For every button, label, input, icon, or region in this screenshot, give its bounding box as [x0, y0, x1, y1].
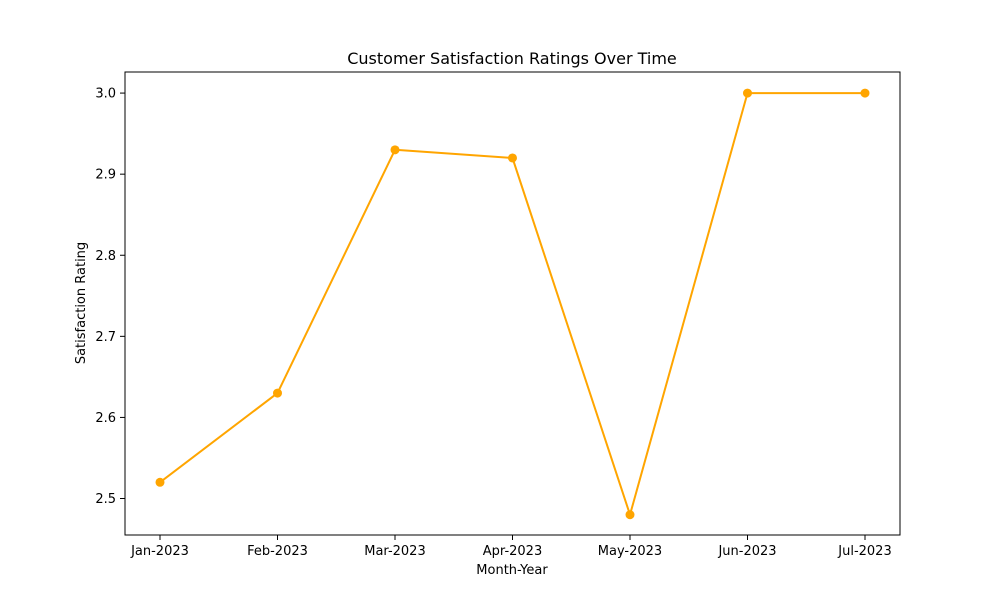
y-tick-label: 2.8: [95, 249, 116, 264]
data-point: [626, 510, 635, 519]
x-tick-label: Mar-2023: [364, 544, 425, 559]
x-axis: Jan-2023 Feb-2023 Mar-2023 Apr-2023 May-2023…: [130, 535, 892, 559]
x-tick-label: Jan-2023: [130, 544, 189, 559]
y-axis-label: Satisfaction Rating: [74, 242, 89, 364]
y-axis: 2.5 2.6 2.7 2.8 2.9 3.0: [95, 87, 125, 507]
data-point: [391, 145, 400, 154]
x-tick-label: Apr-2023: [483, 544, 542, 559]
x-tick-label: Jun-2023: [717, 544, 776, 559]
x-axis-label: Month-Year: [476, 563, 548, 578]
data-point: [861, 89, 870, 98]
x-tick-label: Jul-2023: [837, 544, 891, 559]
y-tick-label: 2.6: [95, 411, 116, 426]
data-point: [508, 153, 517, 162]
data-point: [156, 478, 165, 487]
series-group: [156, 89, 870, 520]
y-tick-label: 3.0: [95, 87, 116, 102]
y-tick-label: 2.7: [95, 330, 116, 345]
data-point: [743, 89, 752, 98]
y-tick-label: 2.5: [95, 492, 116, 507]
chart-title: Customer Satisfaction Ratings Over Time: [347, 49, 677, 68]
data-point: [273, 389, 282, 398]
y-tick-label: 2.9: [95, 168, 116, 183]
x-tick-label: May-2023: [598, 544, 662, 559]
plot-frame: [125, 72, 900, 535]
x-tick-label: Feb-2023: [247, 544, 308, 559]
